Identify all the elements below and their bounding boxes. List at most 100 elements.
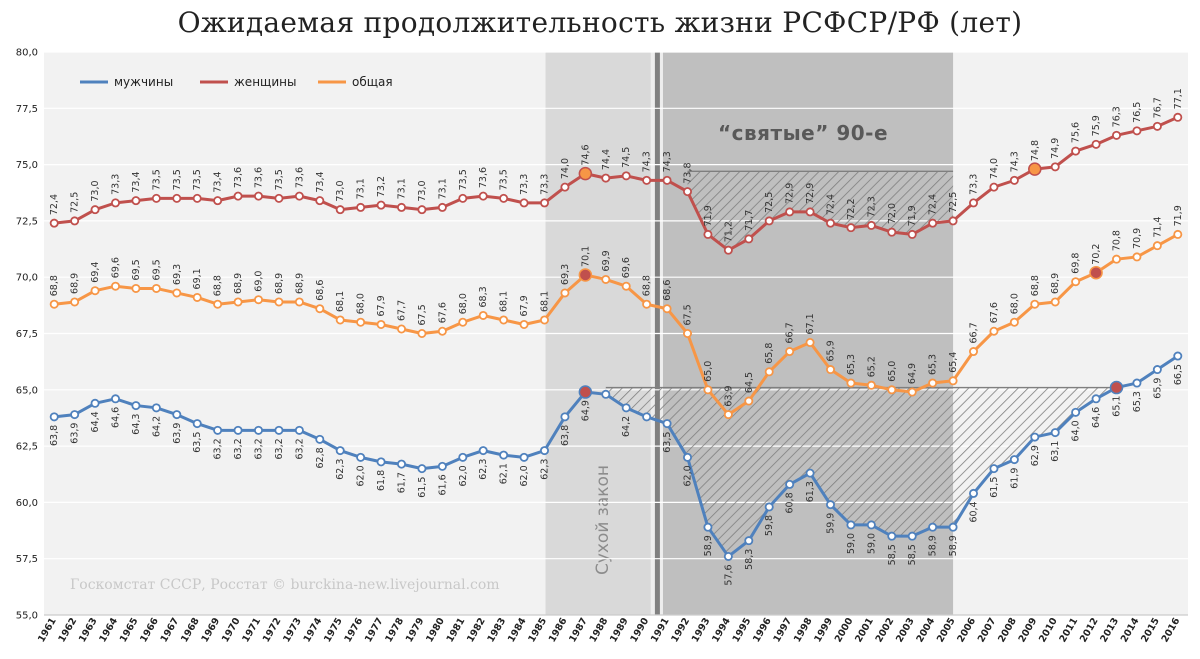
data-label: 62,3 [335, 459, 346, 480]
y-axis: 55,0 57,5 60,0 62,5 65,0 67,5 70,0 72,5 75,0 77,5… [16, 48, 38, 622]
highlight-point [578, 268, 593, 282]
data-point [1112, 254, 1122, 264]
data-point [560, 182, 570, 192]
data-point [70, 297, 80, 307]
data-point [192, 193, 202, 203]
data-label: 68,3 [478, 286, 489, 307]
data-point [723, 245, 733, 255]
data-point [131, 283, 141, 293]
data-point [989, 182, 999, 192]
data-label: 66,7 [785, 322, 796, 343]
data-label: 69,3 [172, 264, 183, 285]
data-point [969, 347, 979, 357]
data-point [458, 452, 468, 462]
data-label: 63,5 [662, 432, 673, 453]
data-point [866, 220, 876, 230]
data-label: 74,8 [1030, 140, 1041, 161]
data-label: 75,6 [1071, 122, 1082, 143]
y-tick-label: 75,0 [16, 160, 38, 171]
x-tick-label: 1969 [199, 616, 222, 644]
data-point [907, 387, 917, 397]
data-point [1071, 146, 1081, 156]
data-label: 64,5 [744, 372, 755, 393]
data-point [662, 304, 672, 314]
data-label: 74,9 [1050, 138, 1061, 159]
x-tick-label: 1981 [445, 616, 468, 644]
x-tick-label: 2015 [1139, 616, 1162, 644]
data-point [172, 410, 182, 420]
x-tick-label: 2012 [1078, 616, 1101, 644]
data-point [356, 202, 366, 212]
data-label: 68,9 [70, 273, 81, 294]
data-point [1030, 432, 1040, 442]
x-tick-label: 1995 [731, 616, 754, 644]
x-tick-label: 1966 [138, 616, 161, 645]
data-label: 73,6 [233, 167, 244, 188]
data-point [294, 425, 304, 435]
data-point [601, 389, 611, 399]
data-label: 64,9 [580, 400, 591, 421]
data-labels: 63,8 63,9 64,4 64,6 64,3 64,2 63,9 63,5 63,2 63,2… [49, 88, 1184, 585]
data-label: 73,5 [192, 169, 203, 190]
x-tick-label: 2002 [874, 616, 897, 644]
x-tick-label: 2016 [1160, 616, 1183, 645]
x-tick-label: 1996 [751, 616, 774, 645]
data-label: 68,9 [274, 273, 285, 294]
data-label: 65,9 [1152, 378, 1163, 399]
data-point [131, 196, 141, 206]
data-label: 74,3 [642, 151, 653, 172]
data-label: 70,1 [580, 246, 591, 267]
data-label: 69,6 [621, 257, 632, 278]
x-tick-label: 2006 [955, 616, 978, 645]
data-label: 61,3 [805, 481, 816, 502]
data-label: 74,0 [989, 158, 1000, 179]
data-point [315, 434, 325, 444]
data-label: 69,0 [254, 271, 265, 292]
data-label: 58,5 [887, 544, 898, 565]
data-point [233, 425, 243, 435]
data-label: 69,3 [560, 264, 571, 285]
data-point [274, 297, 284, 307]
data-point [213, 196, 223, 206]
data-point [928, 218, 938, 228]
data-label: 72,5 [948, 192, 959, 213]
data-label: 69,5 [151, 259, 162, 280]
data-point [928, 378, 938, 388]
x-tick-label: 2009 [1017, 616, 1040, 644]
data-point [417, 205, 427, 215]
data-point [723, 410, 733, 420]
data-label: 69,9 [601, 250, 612, 271]
data-point [458, 193, 468, 203]
data-point [683, 452, 693, 462]
data-point [213, 299, 223, 309]
data-label: 72,5 [70, 192, 81, 213]
x-tick-label: 1973 [281, 616, 304, 644]
legend-label-2: общая [352, 75, 393, 89]
data-point [253, 191, 263, 201]
data-label: 73,6 [478, 167, 489, 188]
data-label: 68,6 [662, 280, 673, 301]
data-point [519, 198, 529, 208]
data-point [540, 315, 550, 325]
chart-title: Ожидаемая продолжительность жизни РСФСР/… [177, 6, 1023, 39]
data-label: 72,4 [49, 194, 60, 215]
data-point [1050, 297, 1060, 307]
data-label: 58,9 [948, 535, 959, 556]
data-label: 63,5 [192, 432, 203, 453]
x-tick-label: 1974 [302, 616, 325, 645]
data-point [989, 326, 999, 336]
data-point [335, 315, 345, 325]
data-point [335, 446, 345, 456]
data-point [703, 385, 713, 395]
data-point [90, 286, 100, 296]
y-tick-label: 72,5 [16, 216, 38, 227]
data-point [723, 551, 733, 561]
data-point [356, 317, 366, 327]
data-label: 73,5 [499, 169, 510, 190]
data-label: 62,3 [478, 459, 489, 480]
data-label: 73,6 [254, 167, 265, 188]
data-point [948, 522, 958, 532]
x-tick-label: 2007 [976, 616, 999, 644]
data-point [192, 292, 202, 302]
x-tick-label: 1964 [97, 616, 120, 645]
